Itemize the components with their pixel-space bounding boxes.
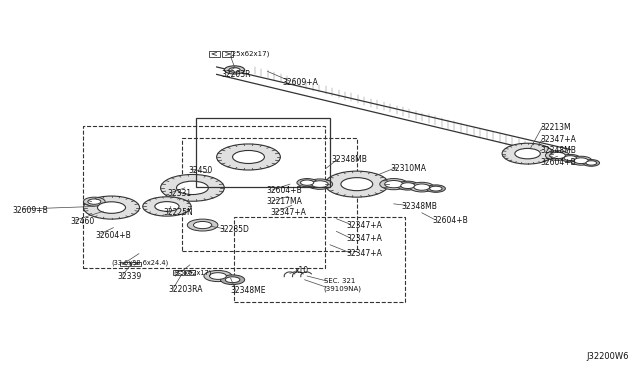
Ellipse shape	[550, 153, 565, 158]
Text: 32347+A: 32347+A	[346, 249, 382, 258]
Bar	[196, 118, 330, 187]
Ellipse shape	[410, 182, 434, 192]
Text: 32348MB: 32348MB	[332, 155, 367, 164]
Ellipse shape	[561, 154, 580, 162]
Ellipse shape	[220, 275, 244, 285]
Bar	[173, 270, 184, 275]
Ellipse shape	[301, 180, 314, 185]
Bar	[120, 262, 130, 266]
Text: 32217MA: 32217MA	[266, 197, 302, 206]
Text: 32348ME: 32348ME	[230, 286, 266, 295]
Ellipse shape	[188, 219, 218, 231]
Text: 32604+B: 32604+B	[95, 231, 131, 240]
Text: 32213M: 32213M	[540, 123, 571, 132]
Text: 32604+B: 32604+B	[540, 158, 576, 167]
Text: 32285D: 32285D	[220, 225, 250, 234]
Ellipse shape	[341, 177, 372, 190]
Text: 32609+B: 32609+B	[13, 206, 49, 215]
Ellipse shape	[209, 273, 227, 279]
Text: 32604+B: 32604+B	[266, 186, 302, 195]
Bar	[209, 51, 220, 57]
Ellipse shape	[88, 199, 101, 204]
Text: 32347+A: 32347+A	[540, 135, 576, 144]
Text: 32203RA: 32203RA	[169, 285, 204, 294]
Ellipse shape	[97, 202, 125, 214]
Text: (33.6x38.6x24.4): (33.6x38.6x24.4)	[111, 259, 169, 266]
Text: 32225N: 32225N	[164, 208, 193, 217]
Ellipse shape	[155, 202, 179, 211]
Ellipse shape	[380, 179, 408, 190]
Text: (25x62x17): (25x62x17)	[229, 51, 269, 57]
Text: x10: x10	[294, 266, 308, 275]
Ellipse shape	[586, 161, 596, 165]
Bar	[185, 270, 195, 275]
Text: 32339: 32339	[118, 272, 142, 280]
Ellipse shape	[307, 179, 333, 189]
Ellipse shape	[574, 158, 588, 164]
Ellipse shape	[502, 143, 553, 164]
Ellipse shape	[426, 185, 445, 192]
Ellipse shape	[193, 221, 212, 229]
Ellipse shape	[414, 184, 429, 190]
Text: 32450: 32450	[188, 166, 212, 174]
Bar	[131, 262, 141, 266]
Ellipse shape	[429, 186, 442, 191]
Text: (39109NA): (39109NA)	[324, 285, 362, 292]
Text: 32347+A: 32347+A	[346, 234, 382, 243]
Text: J32200W6: J32200W6	[586, 352, 628, 361]
Ellipse shape	[515, 148, 540, 159]
Bar	[182, 138, 357, 251]
Ellipse shape	[204, 270, 232, 282]
Ellipse shape	[570, 156, 592, 165]
Ellipse shape	[177, 181, 209, 195]
Text: SEC. 321: SEC. 321	[324, 278, 355, 284]
Ellipse shape	[83, 197, 105, 206]
Ellipse shape	[229, 68, 240, 72]
Ellipse shape	[224, 66, 244, 74]
Ellipse shape	[312, 181, 328, 187]
Ellipse shape	[401, 183, 415, 189]
Ellipse shape	[545, 151, 570, 160]
Text: 32604+B: 32604+B	[432, 216, 468, 225]
Ellipse shape	[583, 160, 600, 166]
Ellipse shape	[83, 196, 140, 219]
Ellipse shape	[385, 180, 403, 188]
Text: 32347+A: 32347+A	[271, 208, 307, 217]
Ellipse shape	[225, 277, 240, 283]
Bar	[221, 51, 233, 57]
Text: 32331: 32331	[167, 189, 191, 198]
Ellipse shape	[297, 179, 317, 187]
Ellipse shape	[232, 151, 264, 164]
Text: 32203R: 32203R	[221, 70, 252, 79]
Text: 32460: 32460	[70, 217, 94, 226]
Text: 32347+A: 32347+A	[346, 221, 382, 230]
Ellipse shape	[143, 197, 191, 216]
Ellipse shape	[217, 144, 280, 170]
Text: (25x62x17): (25x62x17)	[173, 269, 212, 276]
Ellipse shape	[564, 155, 577, 161]
Text: 32348MB: 32348MB	[401, 202, 437, 211]
Ellipse shape	[161, 174, 224, 201]
Text: 32310MA: 32310MA	[390, 164, 426, 173]
Ellipse shape	[397, 181, 419, 190]
Bar	[83, 126, 325, 268]
Ellipse shape	[325, 171, 388, 197]
Text: 32609+A: 32609+A	[282, 78, 318, 87]
Text: 32348MB: 32348MB	[540, 146, 576, 155]
Bar	[234, 217, 404, 302]
